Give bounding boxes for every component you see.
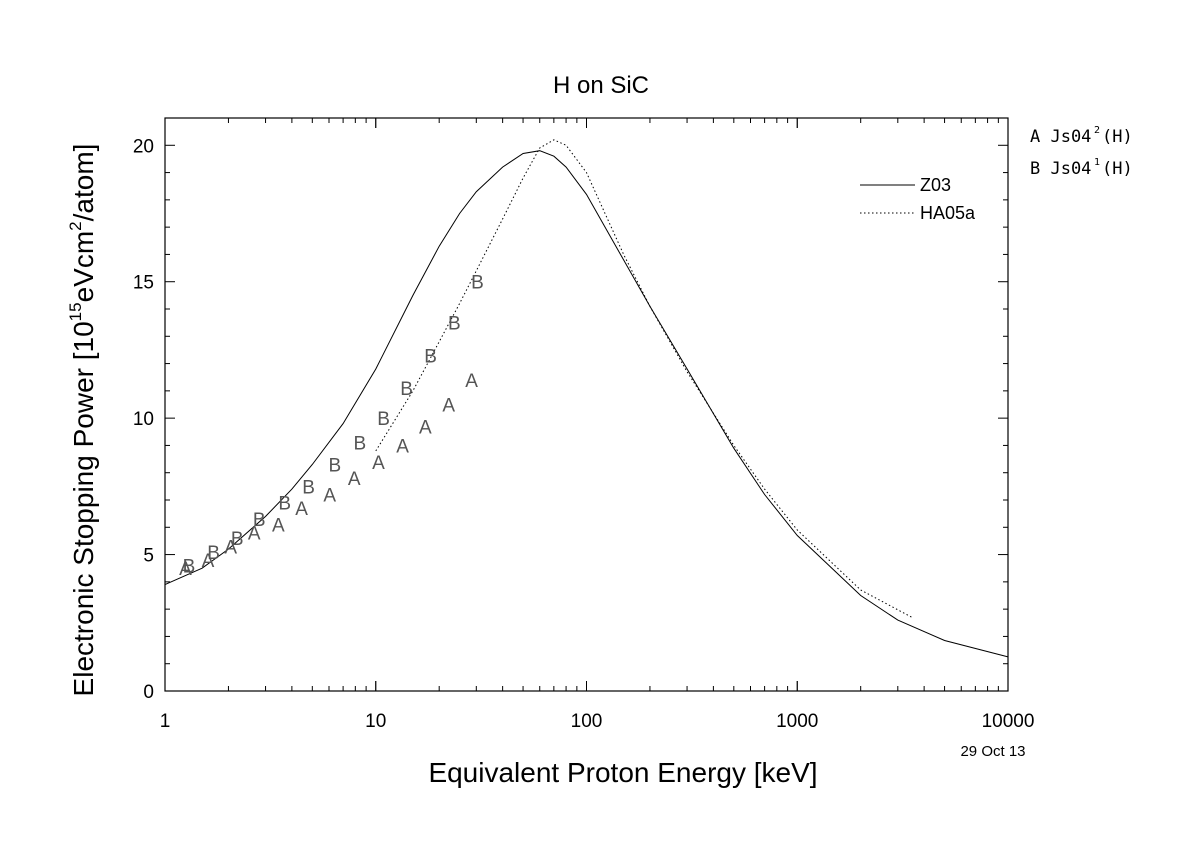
data-point-b: B bbox=[424, 346, 437, 367]
data-point-b: B bbox=[278, 494, 291, 515]
data-point-a: A bbox=[442, 396, 455, 417]
data-point-b: B bbox=[231, 529, 244, 550]
data-point-a: A bbox=[348, 469, 361, 490]
axis-ticks bbox=[164, 117, 1009, 692]
series-lines bbox=[164, 139, 1009, 658]
dataset-legend-a: A Js04 bbox=[1030, 127, 1091, 147]
x-tick-label: 1 bbox=[160, 711, 171, 732]
series-line-ha05a bbox=[375, 139, 913, 618]
x-tick-label: 10 bbox=[365, 711, 386, 732]
x-axis-label: Equivalent Proton Energy [keV] bbox=[428, 757, 817, 788]
x-tick-label: 100 bbox=[571, 711, 603, 732]
data-point-b: B bbox=[448, 314, 461, 335]
data-point-b: B bbox=[377, 409, 390, 430]
dataset-legend-b-tail: (H) bbox=[1102, 159, 1133, 179]
data-point-a: A bbox=[465, 371, 478, 392]
legend-label-z03: Z03 bbox=[920, 175, 951, 195]
plot-frame bbox=[164, 117, 1009, 692]
y-tick-label: 20 bbox=[133, 136, 154, 157]
tick-labels: 1 10 100 1000 10000 0 5 10 15 20 bbox=[133, 136, 1035, 732]
y-axis-label-part-3: /atom] bbox=[68, 144, 99, 222]
line-legend: Z03 HA05a bbox=[860, 175, 976, 223]
dataset-legend-a-tail: (H) bbox=[1102, 127, 1133, 147]
y-tick-label: 15 bbox=[133, 273, 154, 294]
dataset-legend: A Js04 2 (H) B Js04 1 (H) bbox=[1030, 125, 1133, 179]
y-tick-label: 10 bbox=[133, 409, 154, 430]
data-point-a: A bbox=[396, 436, 409, 457]
y-axis-label-exp-2: 2 bbox=[66, 221, 85, 230]
data-point-b: B bbox=[353, 434, 366, 455]
data-point-a: A bbox=[323, 486, 336, 507]
data-point-b: B bbox=[302, 477, 315, 498]
data-point-a: A bbox=[295, 499, 308, 520]
chart-title: H on SiC bbox=[553, 72, 649, 99]
data-point-b: B bbox=[400, 379, 413, 400]
data-point-a: A bbox=[248, 524, 261, 545]
y-tick-label: 5 bbox=[143, 546, 154, 567]
data-point-a: A bbox=[179, 559, 192, 580]
data-point-b: B bbox=[329, 456, 342, 477]
data-point-a: A bbox=[272, 516, 285, 537]
date-stamp: 29 Oct 13 bbox=[960, 743, 1025, 760]
data-point-a: A bbox=[419, 417, 432, 438]
data-point-a: A bbox=[372, 453, 385, 474]
dataset-legend-b-sup: 1 bbox=[1094, 157, 1100, 168]
x-tick-label: 1000 bbox=[776, 711, 818, 732]
y-axis-label-exp-15: 15 bbox=[66, 302, 85, 321]
data-point-b: B bbox=[183, 556, 196, 577]
dataset-legend-a-sup: 2 bbox=[1094, 125, 1100, 136]
dataset-legend-a-text: A Js04 bbox=[1030, 127, 1091, 147]
dataset-legend-b-text: B Js04 bbox=[1030, 159, 1091, 179]
dataset-legend-b: B Js04 bbox=[1030, 159, 1091, 179]
data-point-a: A bbox=[224, 537, 237, 558]
data-point-b: B bbox=[253, 510, 266, 531]
y-axis-label: Electronic Stopping Power [1015eVcm2/ato… bbox=[66, 144, 99, 697]
y-axis-label-part-1: Electronic Stopping Power [10 bbox=[68, 321, 99, 696]
data-point-b: B bbox=[471, 273, 484, 294]
series-line-z03 bbox=[164, 150, 1009, 658]
y-tick-label: 0 bbox=[143, 682, 154, 703]
y-axis-label-part-2: eVcm bbox=[68, 231, 99, 303]
x-tick-label: 10000 bbox=[982, 711, 1035, 732]
legend-label-ha05a: HA05a bbox=[920, 203, 976, 223]
data-point-b: B bbox=[207, 543, 220, 564]
data-point-a: A bbox=[202, 551, 215, 572]
